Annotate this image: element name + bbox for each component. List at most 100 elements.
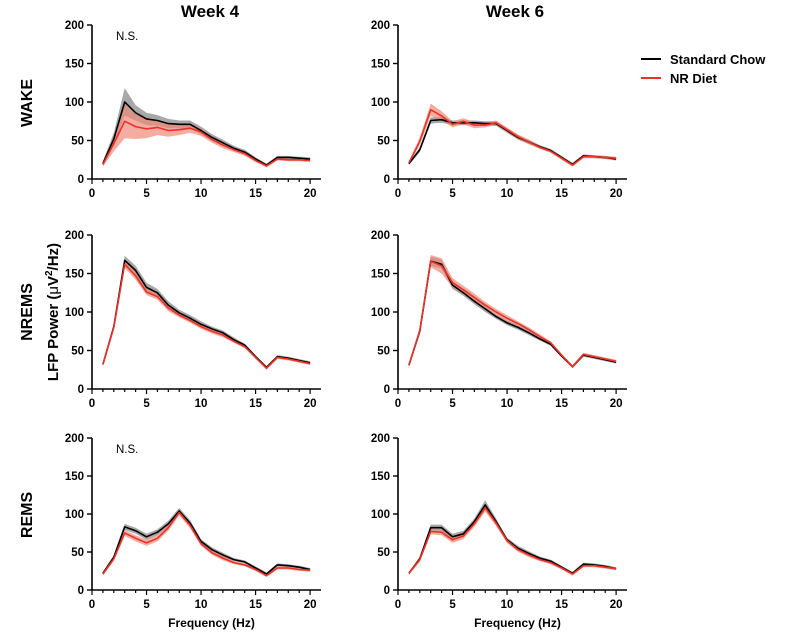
column-title-week4: Week 4 (181, 2, 240, 21)
x-tick-label: 5 (143, 599, 150, 611)
y-tick-label: 150 (371, 471, 390, 483)
x-tick-label: 15 (249, 599, 262, 611)
x-tick-label: 15 (555, 188, 568, 200)
error-band-standard-chow (408, 116, 617, 166)
x-tick-label: 20 (610, 398, 623, 410)
x-tick-label: 5 (143, 188, 150, 200)
x-tick-label: 15 (249, 188, 262, 200)
x-tick-label: 10 (195, 188, 208, 200)
x-tick-label: 20 (610, 599, 623, 611)
x-axis-label: Frequency (Hz) (474, 616, 561, 630)
x-tick-label: 10 (195, 599, 208, 611)
error-band-nr-diet (408, 255, 617, 369)
series-line-nr-diet (102, 120, 311, 167)
y-tick-label: 50 (71, 136, 84, 148)
x-tick-label: 5 (143, 398, 150, 410)
series-line-nr-diet (408, 507, 617, 575)
y-tick-label: 50 (71, 547, 84, 559)
series-line-standard-chow (408, 504, 617, 575)
y-tick-label: 0 (384, 585, 390, 597)
ylabel-unit: V (45, 276, 62, 286)
y-tick-label: 100 (371, 97, 390, 109)
y-tick-label: 50 (377, 136, 390, 148)
ylabel-exp: 2 (44, 270, 55, 276)
y-tick-label: 150 (371, 269, 390, 281)
x-tick-label: 10 (501, 398, 514, 410)
panel-0: 0 50 100 150 200 0 5 10 15 20 N.S. (65, 20, 321, 200)
significance-annotation: N.S. (116, 31, 138, 43)
series-line-nr-diet (102, 263, 311, 370)
y-tick-label: 50 (377, 547, 390, 559)
legend-label-standard-chow: Standard Chow (670, 52, 766, 67)
x-tick-label: 5 (449, 188, 456, 200)
row-label-wake: WAKE (19, 79, 36, 127)
ylabel-mu: μ (45, 286, 62, 295)
y-tick-label: 0 (384, 174, 390, 186)
x-tick-label: 0 (89, 599, 95, 611)
x-tick-label: 20 (304, 599, 317, 611)
error-band-nr-diet (102, 260, 311, 370)
y-tick-label: 200 (371, 433, 390, 445)
legend-label-nr-diet: NR Diet (670, 71, 718, 86)
error-band-nr-diet (408, 103, 617, 167)
x-axis-label: Frequency (Hz) (168, 616, 255, 630)
y-tick-label: 100 (65, 307, 84, 319)
x-tick-label: 10 (501, 188, 514, 200)
series-line-nr-diet (102, 511, 311, 577)
x-tick-label: 15 (555, 599, 568, 611)
panel-4: 0 50 100 150 200 0 5 10 15 20 Frequency (Hz) N.S. (65, 433, 321, 630)
panel-5: 0 50 100 150 200 0 5 10 15 20 Frequency (Hz) (371, 433, 627, 630)
series-line-nr-diet (408, 108, 617, 166)
y-tick-label: 0 (78, 585, 84, 597)
y-tick-label: 150 (371, 59, 390, 71)
error-band-nr-diet (102, 509, 311, 578)
x-tick-label: 20 (304, 398, 317, 410)
row-label-nrems: NREMS (19, 283, 36, 341)
x-tick-label: 0 (395, 398, 401, 410)
error-band-nr-diet (408, 504, 617, 576)
series-line-nr-diet (408, 260, 617, 368)
series-line-standard-chow (102, 101, 311, 166)
y-tick-label: 50 (377, 346, 390, 358)
x-tick-label: 5 (449, 398, 456, 410)
shared-y-axis-label: LFP Power (μV2/Hz) (44, 243, 62, 381)
panel-2: 0 50 100 150 200 0 5 10 15 20 (65, 230, 321, 410)
y-tick-label: 200 (65, 230, 84, 242)
y-tick-label: 0 (78, 174, 84, 186)
y-tick-label: 100 (65, 509, 84, 521)
x-tick-label: 0 (89, 398, 95, 410)
x-tick-label: 0 (395, 599, 401, 611)
x-tick-label: 10 (501, 599, 514, 611)
y-tick-label: 200 (371, 230, 390, 242)
x-tick-label: 15 (249, 398, 262, 410)
y-tick-label: 100 (371, 307, 390, 319)
x-tick-label: 15 (555, 398, 568, 410)
column-title-week6: Week 6 (486, 2, 544, 21)
x-tick-label: 5 (449, 599, 456, 611)
y-tick-label: 200 (371, 20, 390, 32)
y-tick-label: 0 (384, 384, 390, 396)
y-tick-label: 100 (371, 509, 390, 521)
ylabel-suffix: /Hz) (45, 243, 62, 271)
y-tick-label: 150 (65, 471, 84, 483)
y-tick-label: 150 (65, 59, 84, 71)
y-tick-label: 200 (65, 433, 84, 445)
x-tick-label: 20 (304, 188, 317, 200)
significance-annotation: N.S. (116, 444, 138, 456)
x-tick-label: 0 (89, 188, 95, 200)
y-tick-label: 50 (71, 346, 84, 358)
x-tick-label: 10 (195, 398, 208, 410)
x-tick-label: 0 (395, 188, 401, 200)
panel-1: 0 50 100 150 200 0 5 10 15 20 (371, 20, 627, 200)
y-tick-label: 150 (65, 269, 84, 281)
error-band-standard-chow (408, 256, 617, 369)
series-line-standard-chow (408, 260, 617, 368)
y-tick-label: 100 (65, 97, 84, 109)
ylabel-prefix: LFP Power ( (45, 295, 62, 381)
x-tick-label: 20 (610, 188, 623, 200)
panel-3: 0 50 100 150 200 0 5 10 15 20 (371, 230, 627, 410)
y-tick-label: 200 (65, 20, 84, 32)
row-label-rems: REMS (19, 492, 36, 539)
